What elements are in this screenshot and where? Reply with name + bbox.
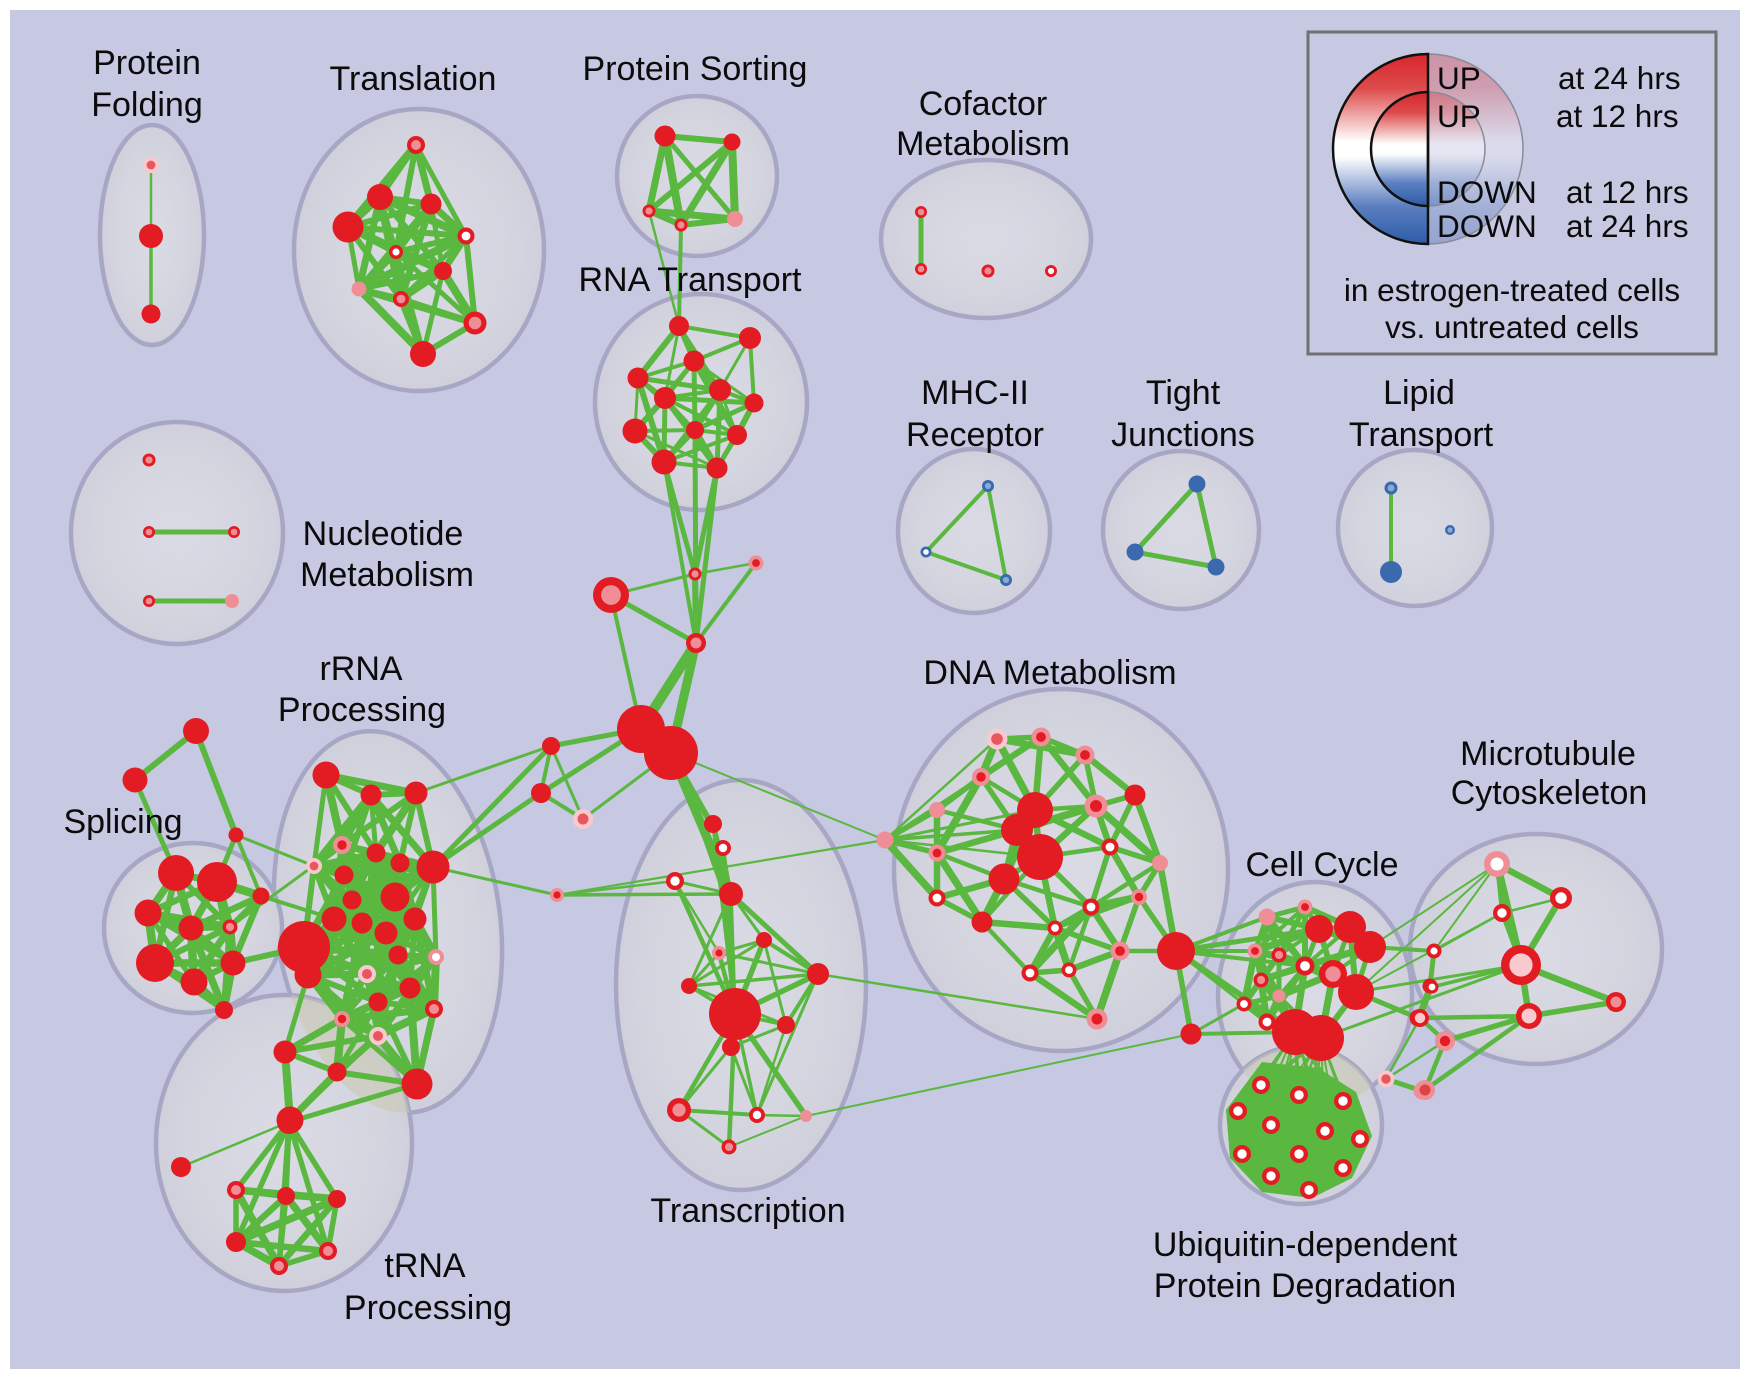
svg-text:Cytoskeleton: Cytoskeleton bbox=[1451, 774, 1648, 812]
svg-text:Receptor: Receptor bbox=[906, 416, 1044, 454]
svg-text:Protein: Protein bbox=[93, 44, 201, 82]
svg-text:Processing: Processing bbox=[344, 1289, 512, 1327]
svg-text:at 24 hrs: at 24 hrs bbox=[1566, 208, 1689, 244]
svg-text:Lipid: Lipid bbox=[1383, 374, 1455, 412]
svg-text:UP: UP bbox=[1437, 60, 1481, 96]
svg-text:Splicing: Splicing bbox=[63, 803, 182, 841]
svg-text:Protein Sorting: Protein Sorting bbox=[583, 50, 808, 88]
svg-text:Cofactor: Cofactor bbox=[919, 85, 1048, 123]
svg-text:Transport: Transport bbox=[1349, 416, 1494, 454]
svg-text:Ubiquitin-dependent: Ubiquitin-dependent bbox=[1153, 1226, 1458, 1264]
svg-text:vs. untreated cells: vs. untreated cells bbox=[1385, 309, 1639, 345]
svg-text:Translation: Translation bbox=[330, 60, 497, 98]
svg-text:Junctions: Junctions bbox=[1111, 416, 1255, 454]
svg-text:DOWN: DOWN bbox=[1437, 174, 1537, 210]
svg-text:Metabolism: Metabolism bbox=[896, 125, 1070, 163]
svg-text:Tight: Tight bbox=[1146, 374, 1221, 412]
svg-text:Transcription: Transcription bbox=[650, 1192, 845, 1230]
svg-text:Processing: Processing bbox=[278, 691, 446, 729]
svg-text:at 24 hrs: at 24 hrs bbox=[1558, 60, 1681, 96]
svg-text:Folding: Folding bbox=[91, 86, 203, 124]
svg-text:UP: UP bbox=[1437, 98, 1481, 134]
svg-text:DNA Metabolism: DNA Metabolism bbox=[923, 654, 1176, 692]
svg-text:Cell Cycle: Cell Cycle bbox=[1245, 846, 1398, 884]
svg-text:in estrogen-treated cells: in estrogen-treated cells bbox=[1344, 272, 1680, 308]
svg-text:rRNA: rRNA bbox=[319, 650, 402, 688]
svg-text:tRNA: tRNA bbox=[384, 1247, 466, 1285]
svg-text:DOWN: DOWN bbox=[1437, 208, 1537, 244]
svg-text:at 12 hrs: at 12 hrs bbox=[1566, 174, 1689, 210]
svg-text:Microtubule: Microtubule bbox=[1460, 735, 1636, 773]
svg-text:MHC-II: MHC-II bbox=[921, 374, 1029, 412]
svg-text:at 12 hrs: at 12 hrs bbox=[1556, 98, 1679, 134]
svg-text:RNA Transport: RNA Transport bbox=[579, 261, 803, 299]
svg-text:Metabolism: Metabolism bbox=[300, 556, 474, 594]
svg-text:Protein Degradation: Protein Degradation bbox=[1154, 1267, 1456, 1305]
svg-text:Nucleotide: Nucleotide bbox=[303, 515, 464, 553]
